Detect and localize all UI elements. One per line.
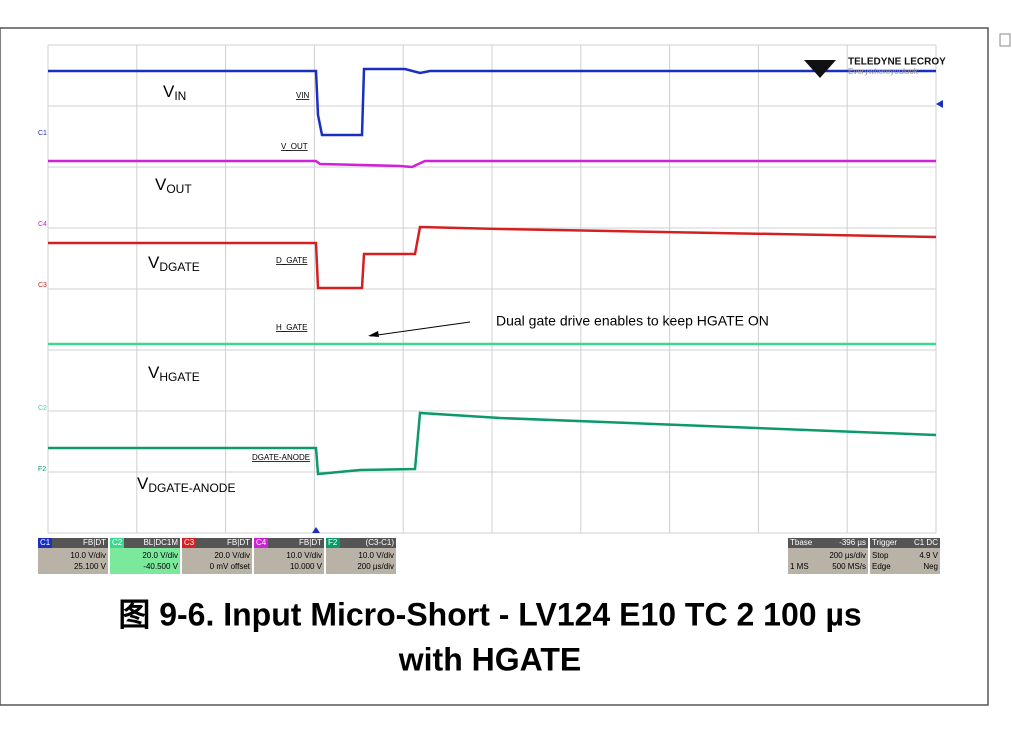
trace-label-sub: OUT xyxy=(166,182,192,196)
channel-tag: C3 xyxy=(38,282,47,289)
marker: V_OUT xyxy=(281,142,308,151)
channel-offset: 0 mV offset xyxy=(210,562,251,571)
channel-mode: BL|DC1M xyxy=(143,538,178,547)
timebase-delay: -396 µs xyxy=(839,538,866,547)
info-bar: C1 FB|DT 10.0 V/div 25.100 V C2 BL|DC1M 20.0 V… xyxy=(38,538,940,574)
icon xyxy=(999,33,1011,47)
channel-offset: 25.100 V xyxy=(74,562,107,571)
channel-name: C1 xyxy=(40,538,51,547)
trigger-level: 4.9 V xyxy=(919,551,938,560)
channel-tag: C2 xyxy=(38,405,47,412)
trigger-head xyxy=(870,538,940,548)
channel-head xyxy=(38,538,108,548)
channel-head xyxy=(254,538,324,548)
trace-label: VDGATE xyxy=(148,253,200,274)
waveform xyxy=(48,67,936,137)
channel-offset: 200 µs/div xyxy=(357,562,394,571)
channel-name: C2 xyxy=(112,538,123,547)
channel-head xyxy=(182,538,252,548)
trace-label: VDGATE-ANODE xyxy=(137,474,235,495)
marker: VIN xyxy=(296,91,310,100)
waveform xyxy=(48,159,936,169)
channel-offset: -40.500 V xyxy=(143,562,178,571)
timebase-points: 1 MS xyxy=(790,562,809,571)
channel-scale: 10.0 V/div xyxy=(286,551,322,560)
annotation: Dual gate drive enables to keep HGATE ON xyxy=(496,313,769,329)
channel-name: C4 xyxy=(256,538,267,547)
channel-head xyxy=(326,538,396,548)
trigger-type: Edge xyxy=(872,562,891,571)
timebase-rate: 500 MS/s xyxy=(832,562,866,571)
logo: TELEDYNE LECROY xyxy=(848,57,946,68)
channel-name: C3 xyxy=(184,538,195,547)
trigger-label: Trigger xyxy=(872,538,897,547)
trigger-mode: Stop xyxy=(872,551,889,560)
grid xyxy=(47,44,937,534)
caption: with HGATE xyxy=(398,641,582,677)
channel-head xyxy=(110,538,180,548)
channel-swatch xyxy=(182,538,196,548)
trigger-marker xyxy=(312,527,320,533)
tagline: Everywhereyoulook xyxy=(848,67,919,76)
timebase-div: 200 µs/div xyxy=(829,551,866,560)
trace-label-sub: DGATE-ANODE xyxy=(148,481,235,495)
timebase-head xyxy=(788,538,868,548)
channel-swatch xyxy=(326,538,340,548)
channel-mode: (C3-C1) xyxy=(366,538,395,547)
marker: H_GATE xyxy=(276,323,307,332)
channel-mode: FB|DT xyxy=(299,538,322,547)
arrow xyxy=(369,321,471,337)
trace-label: VHGATE xyxy=(148,363,200,384)
trigger-source: C1 DC xyxy=(914,538,938,547)
caption: 图 9-6. Input Micro-Short - LV124 E10 TC … xyxy=(118,596,861,632)
channel-tag: C1 xyxy=(38,130,47,137)
channel-mode: FB|DT xyxy=(227,538,250,547)
channel-offset: 10.000 V xyxy=(290,562,323,571)
trace-label-sub: DGATE xyxy=(159,260,199,274)
channel-name: F2 xyxy=(328,538,338,547)
trace-label-sub: IN xyxy=(174,89,186,103)
trace-label-main: V xyxy=(148,363,160,382)
channel-mode: FB|DT xyxy=(83,538,106,547)
channel-scale: 10.0 V/div xyxy=(358,551,394,560)
marker: D_GATE xyxy=(276,256,307,265)
arrow-head xyxy=(368,331,379,337)
timebase-label: Tbase xyxy=(790,538,813,547)
trace-label-main: V xyxy=(137,474,149,493)
waveform xyxy=(48,225,937,290)
waveform xyxy=(48,411,937,476)
channel-swatch xyxy=(110,538,124,548)
channel-scale: 20.0 V/div xyxy=(214,551,250,560)
waveforms xyxy=(48,67,937,476)
channel-swatch xyxy=(254,538,268,548)
trace-label: VOUT xyxy=(155,175,192,196)
trigger-slope: Neg xyxy=(923,562,938,571)
trace-label-sub: HGATE xyxy=(159,370,199,384)
channel-scale: 20.0 V/div xyxy=(142,551,178,560)
trigger-marker xyxy=(936,100,943,108)
channel-tag: C4 xyxy=(38,221,47,228)
trace-label-main: V xyxy=(148,253,160,272)
trace-label-main: V xyxy=(155,175,167,194)
channel-scale: 10.0 V/div xyxy=(70,551,106,560)
trace-label: VIN xyxy=(163,82,186,103)
logo-mark xyxy=(804,60,836,78)
marker: DGATE-ANODE xyxy=(252,453,310,462)
channel-tag: F2 xyxy=(38,466,46,473)
channel-swatch xyxy=(38,538,52,548)
trace-label-main: V xyxy=(163,82,175,101)
